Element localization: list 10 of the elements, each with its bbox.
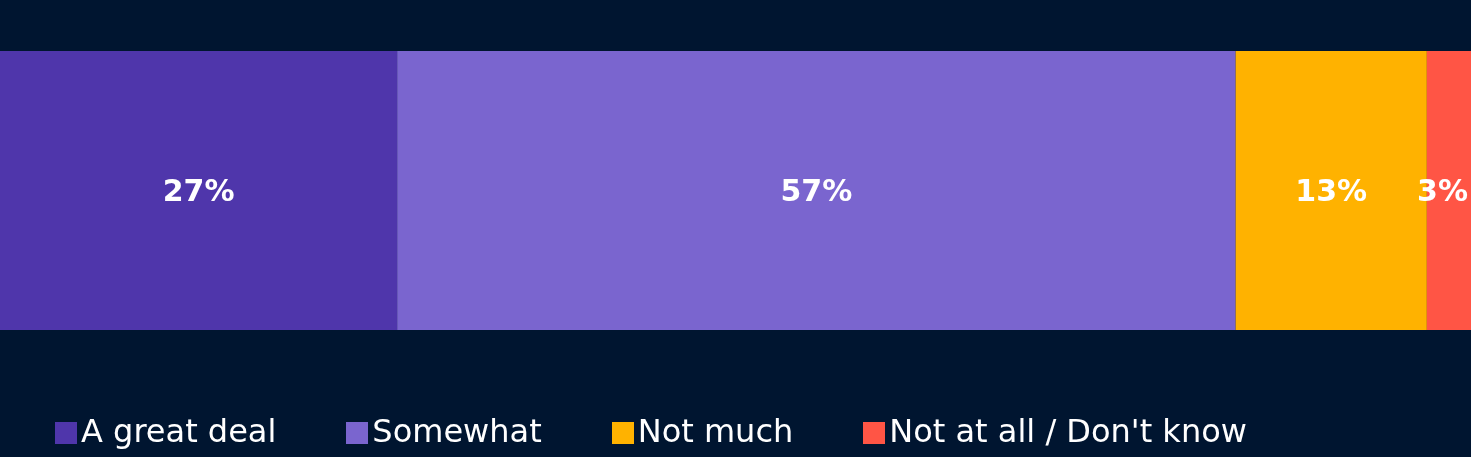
bar [397,51,1236,330]
data-label: 27% [162,173,235,208]
legend-label: A great deal [81,412,277,450]
legend-label: Not much [637,412,794,450]
data-label: 57% [780,173,853,208]
data-label: 13% [1295,173,1368,208]
data-label: 3% [1417,173,1468,208]
legend-label: Somewhat [372,412,542,450]
bar [0,51,398,330]
legend-label: Not at all / Don't know [889,412,1247,450]
